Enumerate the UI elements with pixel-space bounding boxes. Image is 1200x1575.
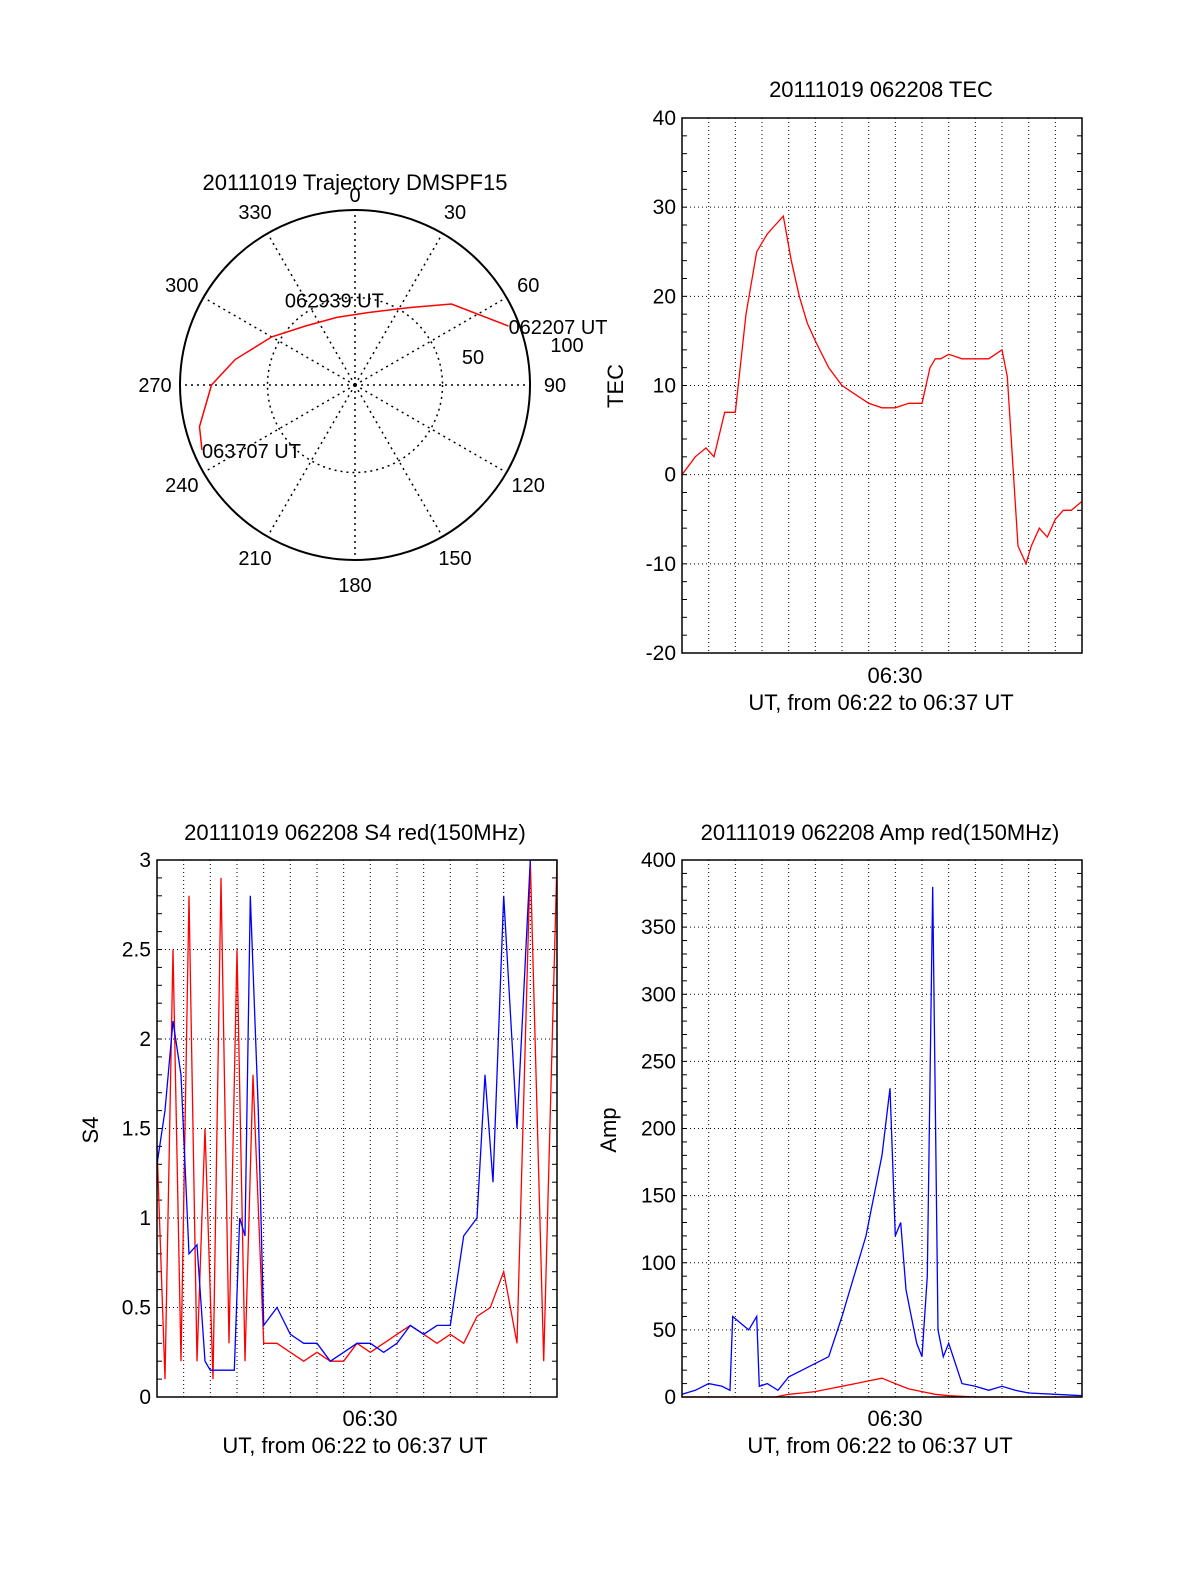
amp-ylabel: Amp <box>596 1107 621 1152</box>
polar-spoke <box>354 384 507 474</box>
polar-outer-label: 100 <box>550 335 583 357</box>
tec-ylabel: TEC <box>603 364 628 408</box>
polar-azimuth-label: 60 <box>517 275 539 297</box>
y-tick-label: 0.5 <box>122 1297 151 1320</box>
polar-spoke <box>203 296 356 386</box>
polar-grid <box>179 209 531 561</box>
y-tick-label: -20 <box>646 642 676 665</box>
polar-azimuth-label: 90 <box>544 375 566 397</box>
y-tick-label: 200 <box>641 1118 676 1141</box>
y-tick-label: 1 <box>139 1207 151 1230</box>
series-line <box>681 886 1083 1397</box>
polar-azimuth-label: 120 <box>512 475 545 497</box>
amp-panel: 20111019 062208 Amp red(150MHz) Amp 06:3… <box>596 820 1083 1458</box>
polar-azimuth-label: 0 <box>349 185 360 207</box>
tec-panel: 20111019 062208 TEC TEC 06:30 UT, from 0… <box>603 77 1083 715</box>
polar-azimuth-labels: 0 30 60 90 120 150 180 210 240 270 300 330 <box>138 185 566 597</box>
y-tick-label: 0 <box>664 464 676 487</box>
tec-xtick-label: 06:30 <box>867 663 922 688</box>
s4-xlabel: UT, from 06:22 to 06:37 UT <box>222 1433 487 1458</box>
polar-azimuth-label: 240 <box>165 475 198 497</box>
y-tick-label: 1.5 <box>122 1118 151 1141</box>
s4-title: 20111019 062208 S4 red(150MHz) <box>184 820 526 845</box>
amp-title: 20111019 062208 Amp red(150MHz) <box>701 820 1060 845</box>
y-tick-label: 20 <box>653 285 676 308</box>
polar-spoke <box>266 384 356 537</box>
polar-spoke <box>354 233 444 386</box>
y-tick-label: 150 <box>641 1185 676 1208</box>
polar-azimuth-label: 30 <box>444 202 466 224</box>
s4-ylabel: S4 <box>78 1117 103 1144</box>
y-tick-label: 350 <box>641 916 676 939</box>
polar-azimuth-label: 270 <box>138 375 171 397</box>
y-tick-label: 0 <box>664 1386 676 1409</box>
series-line <box>681 214 1083 566</box>
y-tick-label: 100 <box>641 1252 676 1275</box>
tec-title: 20111019 062208 TEC <box>769 77 993 102</box>
y-tick-label: 2 <box>139 1028 151 1051</box>
y-tick-label: 300 <box>641 983 676 1006</box>
polar-spoke <box>266 233 356 386</box>
y-tick-label: 10 <box>653 375 676 398</box>
trajectory-annotation: 062207 UT <box>509 317 608 339</box>
polar-ring-label: 50 <box>462 347 484 369</box>
plot-frame <box>681 859 1083 1398</box>
amp-xtick-label: 06:30 <box>867 1406 922 1431</box>
polar-spoke <box>354 296 507 386</box>
trajectory-annotation: 063707 UT <box>202 441 301 463</box>
s4-xtick-label: 06:30 <box>342 1406 397 1431</box>
y-tick-label: 250 <box>641 1050 676 1073</box>
plot-frame <box>681 117 1083 654</box>
tec-xlabel: UT, from 06:22 to 06:37 UT <box>748 690 1013 715</box>
plot-frame <box>156 859 558 1398</box>
polar-azimuth-label: 150 <box>438 548 471 570</box>
series-line <box>682 1377 1082 1398</box>
y-tick-label: 400 <box>641 849 676 872</box>
y-tick-label: 0 <box>139 1386 151 1409</box>
trajectory-annotation: 062939 UT <box>285 290 384 312</box>
y-tick-label: 2.5 <box>122 939 151 962</box>
series-line <box>156 859 558 1380</box>
trajectory-line <box>198 303 509 451</box>
polar-trajectory-panel: 20111019 Trajectory DMSPF15 0 30 60 90 120 15… <box>138 170 607 597</box>
polar-ring <box>266 296 444 474</box>
polar-title: 20111019 Trajectory DMSPF15 <box>203 170 508 195</box>
polar-azimuth-label: 210 <box>238 548 271 570</box>
y-tick-label: 50 <box>653 1319 676 1342</box>
polar-azimuth-label: 180 <box>338 575 371 597</box>
polar-azimuth-label: 300 <box>165 275 198 297</box>
y-tick-label: 30 <box>653 196 676 219</box>
y-tick-label: 3 <box>139 849 151 872</box>
polar-trajectory: 062207 UT 062939 UT 063707 UT <box>198 290 608 463</box>
s4-panel: 20111019 062208 S4 red(150MHz) S4 06:30 … <box>78 820 558 1458</box>
amp-xlabel: UT, from 06:22 to 06:37 UT <box>747 1433 1012 1458</box>
series-line <box>156 859 557 1371</box>
polar-spoke <box>203 384 356 474</box>
y-tick-label: -10 <box>646 553 676 576</box>
polar-azimuth-label: 330 <box>238 202 271 224</box>
polar-spoke <box>354 384 444 537</box>
y-tick-label: 40 <box>653 107 676 130</box>
